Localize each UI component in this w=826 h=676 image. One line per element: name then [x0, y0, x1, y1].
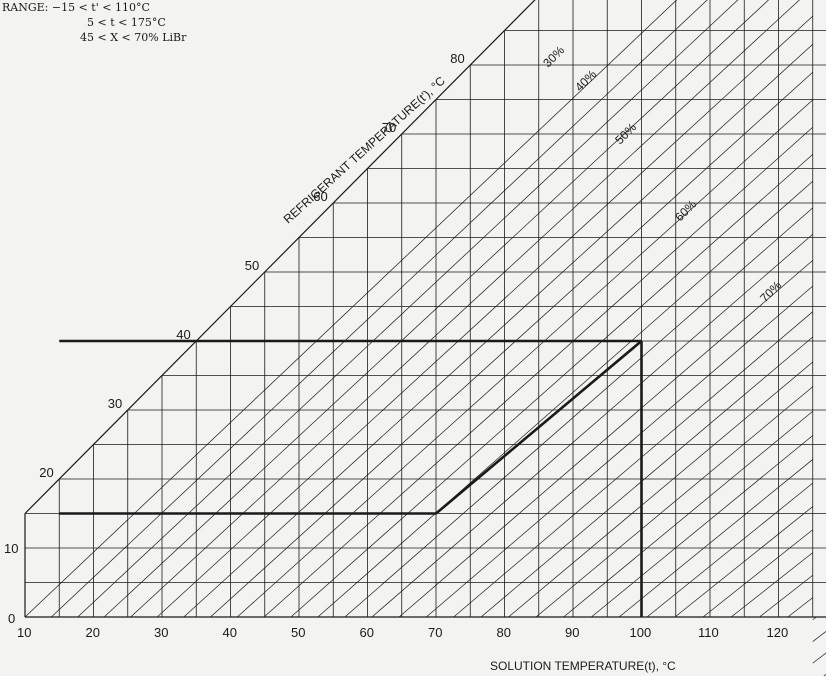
concentration-line: [702, 529, 813, 618]
concentration-line: [787, 597, 813, 618]
range-label: RANGE:: [2, 1, 49, 14]
concentration-line: [183, 44, 813, 618]
x-tick-label: 30: [154, 625, 168, 640]
x-tick-label: 60: [360, 625, 374, 640]
concentration-line: [317, 181, 813, 618]
concentration-line: [508, 361, 813, 618]
tick-labels: 10 20 30 40 50 60 70 80 90 100 110 1200102030405060…: [4, 43, 789, 640]
concentration-line: [24, 0, 678, 618]
range-solution: 5 < t < 175°C: [87, 16, 166, 29]
range-legend: RANGE: −15 < t' < 110°C 5 < t < 175°C 45…: [2, 0, 186, 45]
x-tick-label: 50: [291, 625, 305, 640]
concentration-line: [371, 233, 813, 618]
x-tick-label: 100: [630, 625, 652, 640]
concentration-line: [290, 154, 813, 618]
concentration-line: [263, 127, 813, 618]
diagonal-tick-label: 40: [176, 327, 190, 342]
x-tick-label: 20: [86, 625, 100, 640]
concentration-line: [77, 0, 739, 618]
diagonal-tick-label: 30: [108, 396, 122, 411]
concentration-line: [398, 260, 813, 618]
concentration-line: [823, 674, 826, 676]
range-concentration: 45 < X < 70% LiBr: [80, 31, 187, 44]
concentration-line: [156, 15, 813, 618]
x-tick-label: 80: [497, 625, 511, 640]
concentration-line: [130, 0, 800, 618]
path-segment-rise: [435, 340, 643, 515]
diagonal-tick-label: 60: [313, 189, 327, 204]
x-tick-label: 40: [223, 625, 237, 640]
concentration-line: [453, 311, 813, 618]
concentration-label: 70%: [757, 278, 784, 305]
concentration-line: [210, 71, 813, 618]
concentration-line: [236, 99, 813, 618]
concentration-line: [731, 552, 813, 618]
x-tick-label: 90: [565, 625, 579, 640]
concentration-line: [51, 0, 708, 618]
concentration-line: [563, 410, 813, 618]
x-axis-label: SOLUTION TEMPERATURE(t), °C: [490, 659, 676, 673]
concentration-line: [618, 459, 813, 618]
concentration-line: [344, 207, 813, 618]
operating-path: [59, 339, 643, 617]
diagonal-tick-label: 80: [450, 51, 464, 66]
concentration-line: [812, 630, 826, 642]
chart-boundary-line: [24, 0, 536, 514]
concentration-line: [812, 652, 826, 664]
concentration-line: [103, 0, 769, 618]
x-tick-label: 120: [767, 625, 789, 640]
concentration-line: [646, 482, 813, 618]
x-tick-label: 110: [698, 625, 719, 640]
chart-boundary: [24, 0, 826, 618]
concentration-label: 30%: [540, 43, 567, 70]
y-tick-label: 10: [4, 541, 18, 556]
x-tick-label: 10: [17, 625, 31, 640]
concentration-line: [426, 285, 813, 618]
x-tick-label: 70: [428, 625, 442, 640]
concentration-line: [674, 506, 813, 618]
concentration-line: [813, 617, 826, 676]
concentration-hatch-lines: [24, 0, 826, 676]
range-refrigerant: −15 < t' < 110°C: [51, 1, 150, 14]
concentration-label: 40%: [572, 67, 599, 94]
concentration-line: [480, 336, 813, 618]
concentration-line: [759, 574, 813, 618]
y-tick-label: 0: [8, 611, 15, 626]
diagonal-tick-label: 20: [39, 465, 53, 480]
concentration-label: 60%: [672, 197, 699, 224]
concentration-line: [591, 435, 813, 618]
concentration-line: [535, 386, 813, 618]
diagonal-tick-label: 70: [382, 120, 396, 135]
diagonal-tick-label: 50: [245, 258, 259, 273]
